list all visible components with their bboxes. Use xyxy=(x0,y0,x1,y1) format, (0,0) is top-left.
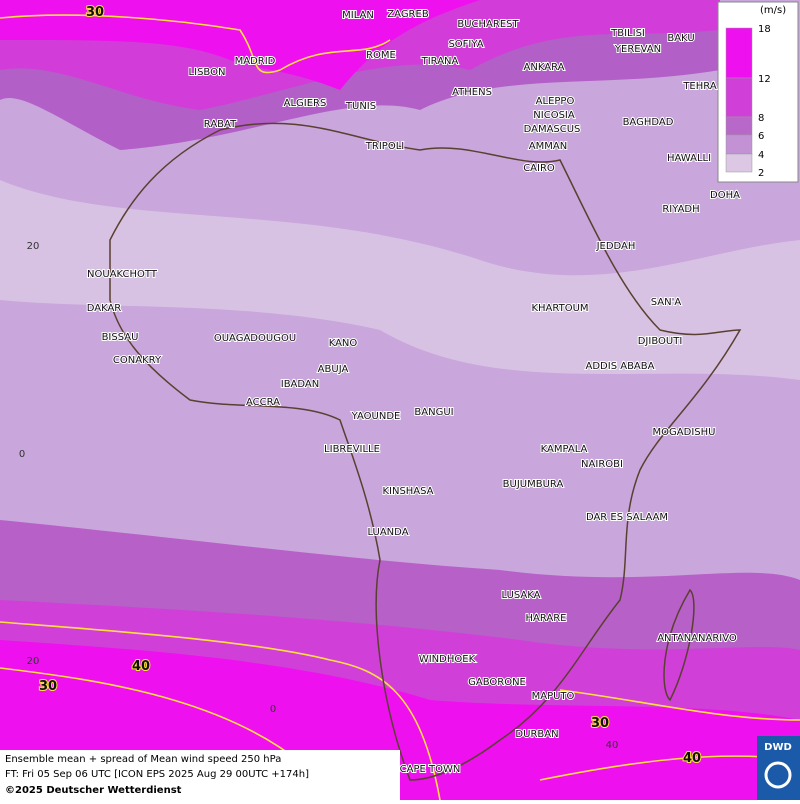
city-label: DOHA xyxy=(710,190,740,201)
band xyxy=(0,180,800,380)
city-label: TEHRA xyxy=(682,81,716,92)
city-label: TIRANA xyxy=(421,56,459,67)
city-label: MAPUTO xyxy=(532,691,575,702)
city-label: YEREVAN xyxy=(614,44,661,55)
city-label: SAN'A xyxy=(651,297,682,308)
city-label: ABUJA xyxy=(318,364,349,375)
city-label: BANGUI xyxy=(414,407,453,418)
contour-label: 30 xyxy=(39,679,57,694)
footer-text: FT: Fri 05 Sep 06 UTC [ICON EPS 2025 Aug… xyxy=(5,769,309,780)
footer-text: ©2025 Deutscher Wetterdienst xyxy=(5,785,182,796)
city-label: ALEPPO xyxy=(536,96,575,107)
contour-label: 40 xyxy=(683,751,701,766)
city-label: HAWALLI xyxy=(667,153,711,164)
city-label: KHARTOUM xyxy=(531,303,588,314)
legend-label: 4 xyxy=(758,150,764,161)
city-label: LISBON xyxy=(189,67,226,78)
lon-label: 40 xyxy=(606,740,619,751)
legend-swatch xyxy=(725,134,753,155)
lon-label: 0 xyxy=(270,704,276,715)
city-label: NOUAKCHOTT xyxy=(87,269,158,280)
legend-label: 2 xyxy=(758,168,764,179)
logo-box xyxy=(757,736,800,800)
city-label: RIYADH xyxy=(662,204,699,215)
city-label: HARARE xyxy=(525,613,566,624)
footer-box xyxy=(0,750,400,800)
city-label: DURBAN xyxy=(515,729,558,740)
city-label: LUANDA xyxy=(367,527,408,538)
contour-label: 30 xyxy=(86,5,104,20)
legend-swatch xyxy=(725,77,753,118)
city-label: ACCRA xyxy=(246,397,280,408)
city-label: TRIPOLI xyxy=(365,141,404,152)
city-label: WINDHOEK xyxy=(419,654,476,665)
lat-label: 0 xyxy=(19,449,25,460)
contours xyxy=(0,14,800,801)
contour-line xyxy=(0,14,391,74)
city-label: SOFIYA xyxy=(448,39,483,50)
lat-label: 20 xyxy=(27,241,40,252)
contour-line xyxy=(0,621,441,801)
contour-label: 30 xyxy=(591,716,609,731)
city-label: DAR ES SALAAM xyxy=(586,512,668,523)
city-label: JEDDAH xyxy=(596,241,636,252)
contour-line xyxy=(559,689,800,721)
city-label: ROME xyxy=(366,50,396,61)
legend-label: 12 xyxy=(758,74,771,85)
city-label: DAKAR xyxy=(87,303,122,314)
city-label: NAIROBI xyxy=(581,459,623,470)
city-label: LIBREVILLE xyxy=(324,444,380,455)
footer-text: Ensemble mean + spread of Mean wind spee… xyxy=(5,754,281,765)
city-label: OUAGADOUGOU xyxy=(214,333,296,344)
city-label: CAPE TOWN xyxy=(400,764,461,775)
city-label: BAKU xyxy=(667,33,694,44)
city-label: NICOSIA xyxy=(533,110,575,121)
city-label: ATHENS xyxy=(452,87,492,98)
city-label: BUJUMBURA xyxy=(503,479,564,490)
city-label: RABAT xyxy=(204,119,237,130)
legend-unit: (m/s) xyxy=(760,5,786,16)
legend: (m/s) 18 12 8 6 4 2 xyxy=(717,1,799,183)
city-label: YAOUNDE xyxy=(351,411,401,422)
legend-label: 8 xyxy=(758,113,764,124)
city-label: ALGIERS xyxy=(284,98,327,109)
city-label: IBADAN xyxy=(281,379,320,390)
city-label: KANO xyxy=(329,338,358,349)
city-label: TUNIS xyxy=(345,101,376,112)
legend-swatch xyxy=(725,116,753,136)
city-label: MOGADISHU xyxy=(653,427,716,438)
city-label: GABORONE xyxy=(468,677,526,688)
city-label: MILAN xyxy=(342,10,374,21)
city-label: ADDIS ABABA xyxy=(586,361,655,372)
city-label: MADRID xyxy=(235,56,276,67)
city-label: BUCHAREST xyxy=(457,19,519,30)
city-label: AMMAN xyxy=(529,141,567,152)
city-label: KAMPALA xyxy=(541,444,588,455)
legend-label: 18 xyxy=(758,24,771,35)
city-label: TBILISI xyxy=(610,28,645,39)
logo: DWD xyxy=(764,742,792,753)
city-label: KINSHASA xyxy=(382,486,433,497)
city-label: ANKARA xyxy=(524,62,565,73)
city-label: BISSAU xyxy=(102,332,139,343)
logo-icon xyxy=(764,761,792,789)
city-label: BAGHDAD xyxy=(623,117,674,128)
legend-label: 6 xyxy=(758,131,764,142)
city-label: CAIRO xyxy=(523,163,555,174)
coastline xyxy=(109,122,742,781)
legend-swatch xyxy=(725,153,753,173)
city-label: DJIBOUTI xyxy=(638,336,683,347)
city-label: ZAGREB xyxy=(387,9,429,20)
contour-label: 40 xyxy=(132,659,150,674)
city-label: LUSAKA xyxy=(502,590,541,601)
band xyxy=(0,0,480,90)
city-label: DAMASCUS xyxy=(524,124,581,135)
city-label: ANTANANARIVO xyxy=(657,633,737,644)
legend-swatch xyxy=(725,27,753,79)
lat-label: 20 xyxy=(27,656,40,667)
coastline xyxy=(663,588,695,702)
city-label: CONAKRY xyxy=(113,355,162,366)
